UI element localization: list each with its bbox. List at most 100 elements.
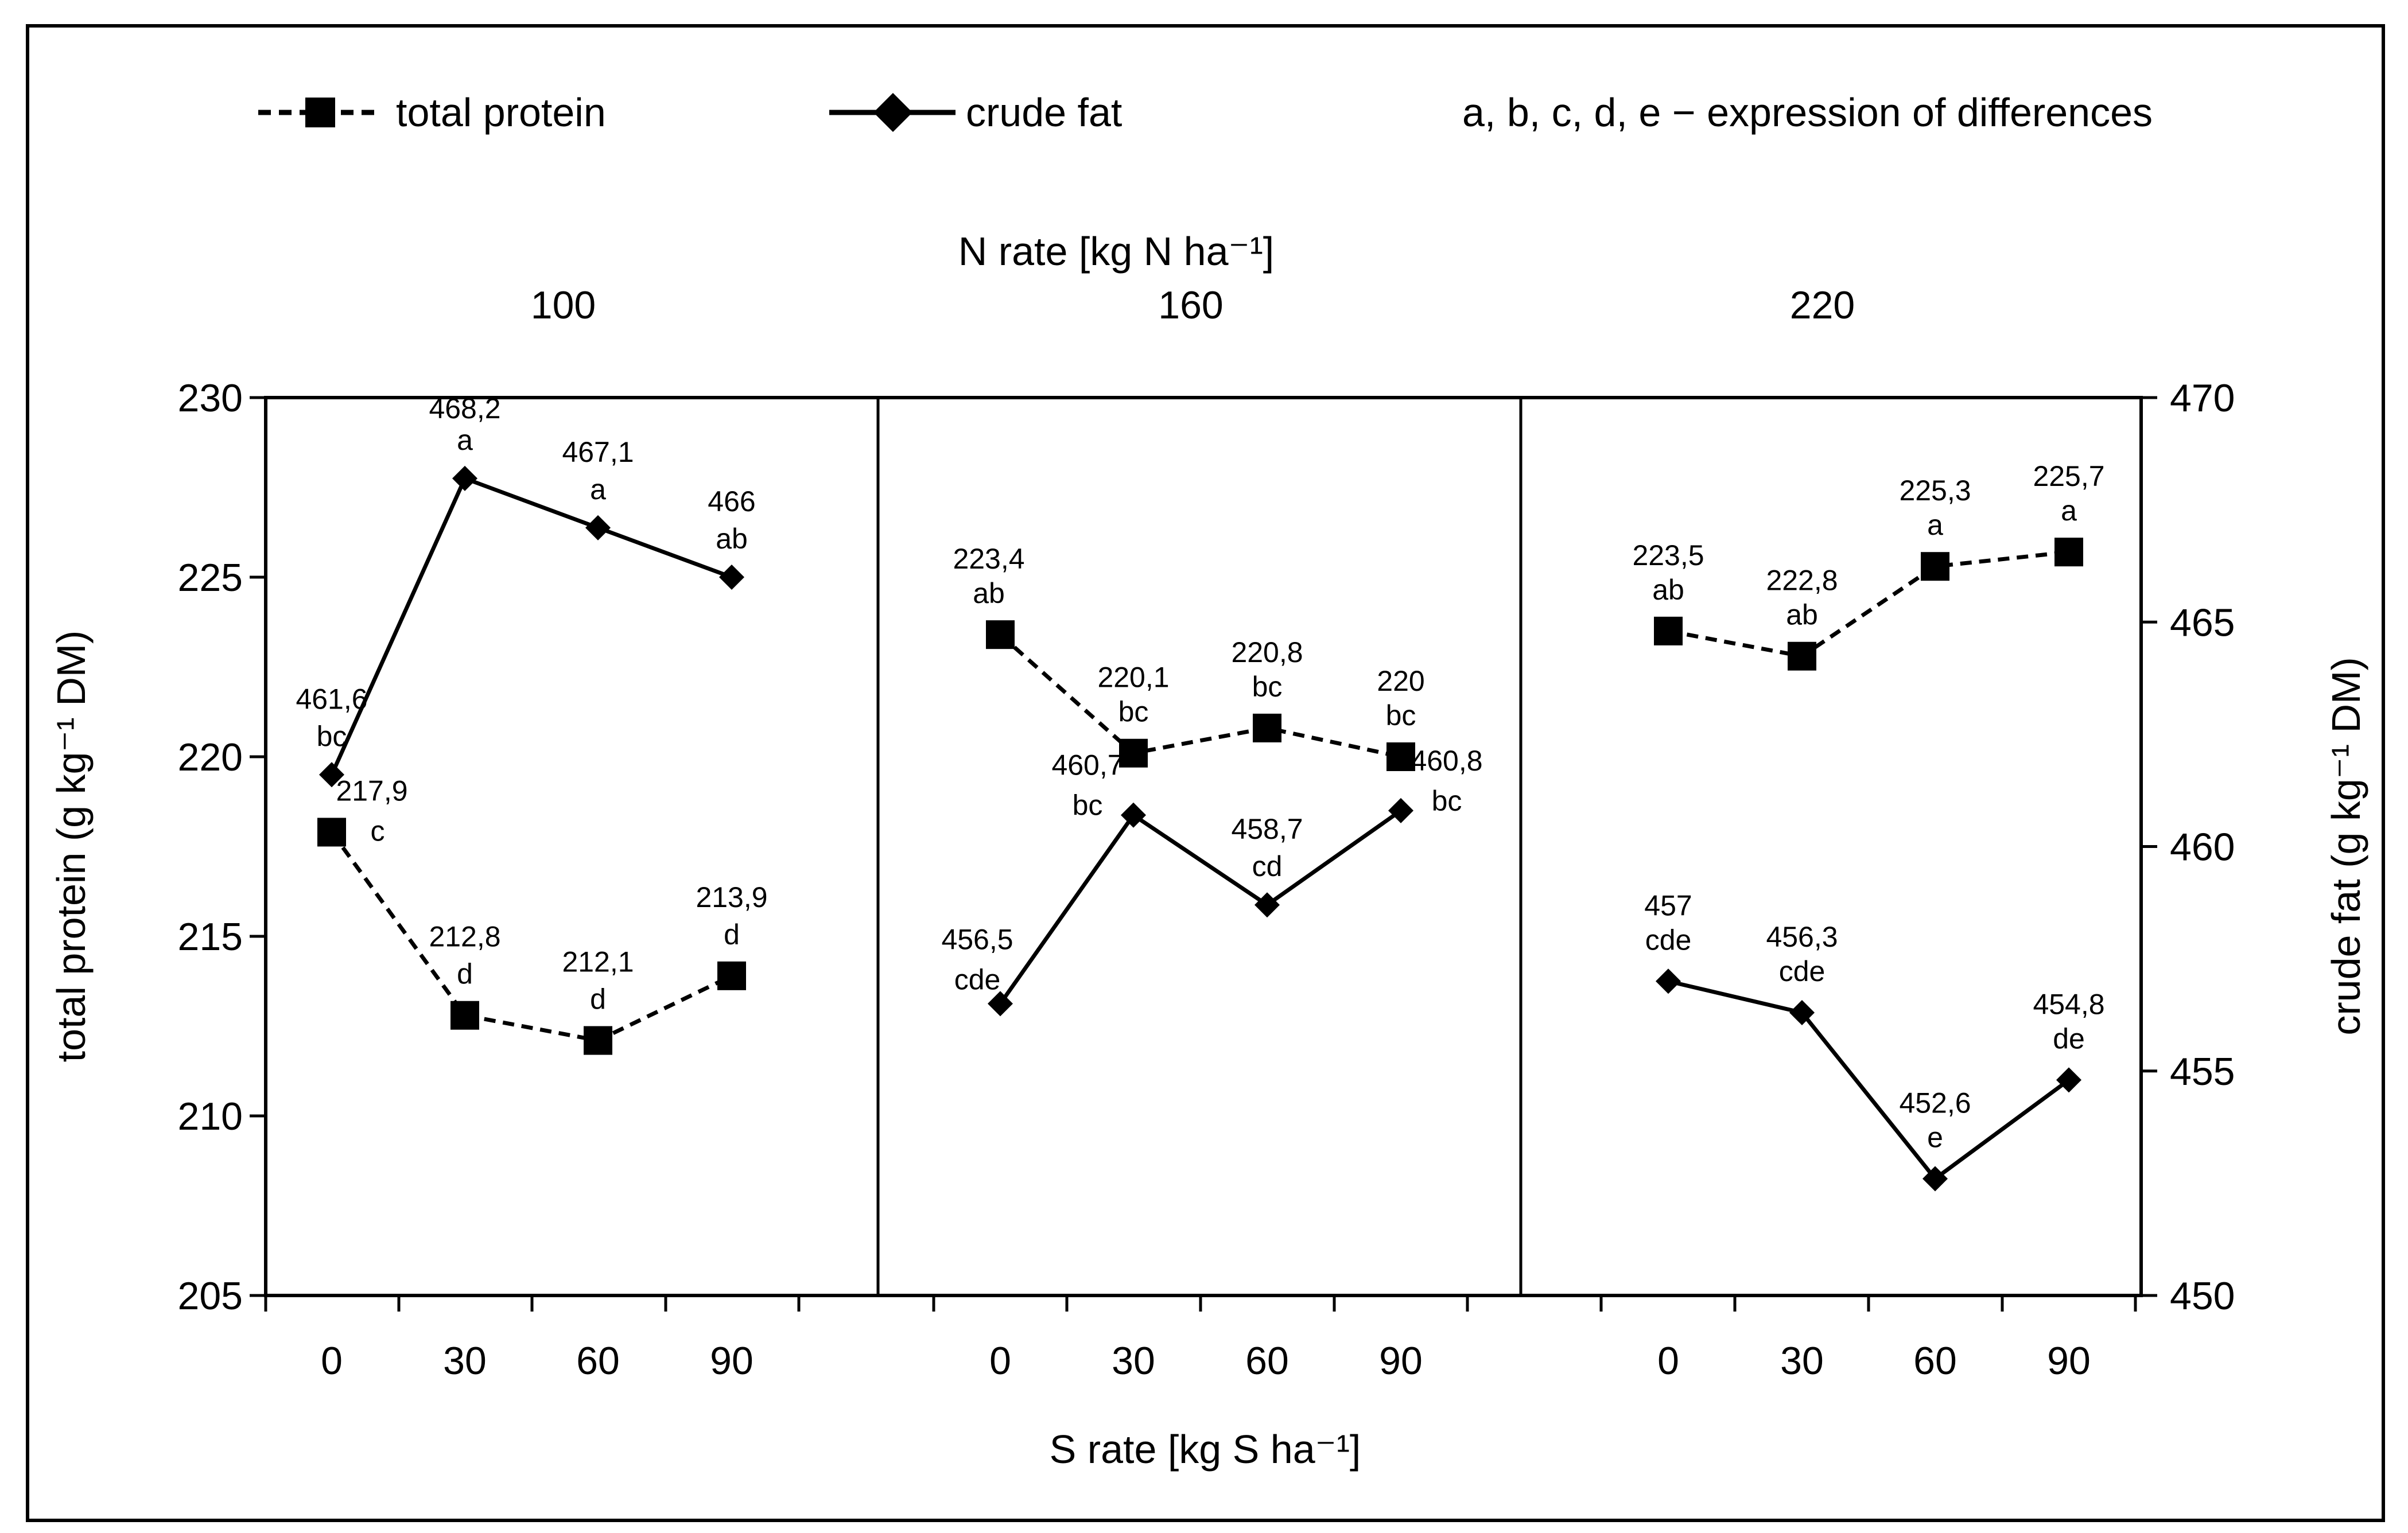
protein-point [450,1001,479,1030]
outer-frame [26,24,2385,1522]
protein-point [317,818,346,847]
x-tick-label: 30 [443,1339,487,1383]
protein-group-label: bc [1252,671,1283,703]
protein-data-label: 225,7 [2033,460,2104,492]
protein-data-label: 223,5 [1632,539,1704,571]
protein-group-label: a [2061,495,2077,527]
n-rate-label: 160 [1158,283,1223,327]
fat-data-label: 456,5 [941,923,1013,955]
fat-data-label: 460,8 [1411,745,1482,777]
y-tick-label-left: 225 [178,556,243,600]
fat-group-label: a [590,473,606,505]
protein-data-label: 213,9 [696,881,767,913]
fat-group-label: e [1927,1122,1943,1154]
fat-point [1388,797,1413,823]
x-axis-title: S rate [kg S ha⁻¹] [1050,1427,1361,1472]
protein-line [1668,550,2069,659]
protein-group-label: a [1927,509,1943,541]
y-tick-label-right: 450 [2170,1274,2235,1318]
x-tick-label: 90 [1379,1339,1423,1383]
protein-data-label: 212,8 [429,921,500,953]
protein-group-label: bc [1386,699,1416,732]
legend: total protein crude fat a, b, c, d, e − … [258,90,2153,135]
protein-group-label: c [371,815,385,847]
protein-data-label: 220,8 [1231,636,1303,668]
protein-point [717,961,746,990]
y-tick-label-right: 470 [2170,376,2235,420]
fat-data-label: 461,6 [296,683,367,715]
protein-group-label: ab [1652,574,1684,606]
protein-data-label: 220,1 [1097,662,1169,694]
fat-data-label: 456,3 [1766,921,1838,953]
protein-point [986,620,1015,649]
y-tick-label-left: 210 [178,1095,243,1138]
y-tick-label-right: 460 [2170,826,2235,869]
legend-protein-marker [305,98,335,127]
fat-point [1789,1000,1815,1026]
fat-point [1656,968,1681,994]
x-tick-label: 60 [1245,1339,1289,1383]
protein-data-label: 212,1 [562,946,634,978]
protein-point [1119,738,1148,768]
plot-area [264,396,2143,1297]
fat-group-label: cd [1252,850,1283,882]
protein-group-label: d [457,958,473,990]
protein-point [1654,616,1683,645]
protein-point [1788,641,1816,671]
x-tick-label: 90 [2047,1339,2091,1383]
legend-note: a, b, c, d, e − expression of difference… [1462,90,2153,135]
fat-point [2056,1067,2081,1093]
y-tick-label-left: 220 [178,736,243,779]
fat-data-label: 452,6 [1899,1087,1971,1119]
y-tick-label-right: 465 [2170,601,2235,644]
fat-group-label: ab [716,523,748,555]
y-tick-label-left: 215 [178,915,243,959]
protein-group-label: ab [973,577,1005,609]
n-rate-label: 100 [531,283,596,327]
legend-protein-label: total protein [396,90,606,135]
x-tick-label: 60 [576,1339,620,1383]
x-tick-label: 30 [1780,1339,1824,1383]
n-rate-label: 220 [1790,283,1855,327]
fat-point [1922,1166,1948,1192]
fat-line [1668,979,2071,1182]
fat-group-label: cde [1645,924,1692,956]
fat-point [1255,892,1280,918]
fat-group-label: cde [954,963,1001,995]
protein-data-label: 220 [1377,665,1424,697]
protein-group-label: d [590,983,606,1015]
chart-marks: 205 210 215 220 225 230 450 455 460 465 470 100 0 30 6… [178,283,2235,1383]
protein-group-label: bc [1118,696,1149,728]
fat-line [329,476,733,776]
y-axis-title-left: total protein (g kg⁻¹ DM) [49,631,94,1063]
fat-group-label: bc [1432,785,1462,817]
protein-point [2054,538,2083,567]
protein-point [1253,713,1281,742]
protein-group-label: d [724,919,740,951]
protein-data-label: 217,9 [336,775,407,807]
y-tick-label-left: 230 [178,376,243,420]
fat-point [988,991,1013,1017]
fat-data-label: 457 [1644,889,1692,921]
y-tick-label-left: 205 [178,1274,243,1318]
fat-data-label: 467,1 [562,436,634,468]
protein-line [330,831,733,1043]
fat-data-label: 466 [708,485,755,518]
fat-data-label: 454,8 [2033,988,2104,1020]
protein-point [584,1026,612,1055]
fat-point [719,565,744,590]
x-tick-label: 30 [1112,1339,1155,1383]
fat-point [585,515,611,540]
y-tick-label-right: 455 [2170,1050,2235,1094]
fat-line [999,809,1403,1005]
fat-group-label: cde [1779,955,1826,987]
fat-group-label: bc [317,720,347,752]
legend-fat-marker [873,93,912,132]
fat-point [1121,802,1146,828]
fat-data-label: 468,2 [429,392,500,425]
protein-data-label: 225,3 [1899,474,1971,507]
x-tick-label: 60 [1913,1339,1957,1383]
protein-group-label: ab [1786,599,1818,631]
fat-data-label: 460,7 [1051,749,1123,781]
x-tick-label: 0 [989,1339,1011,1383]
